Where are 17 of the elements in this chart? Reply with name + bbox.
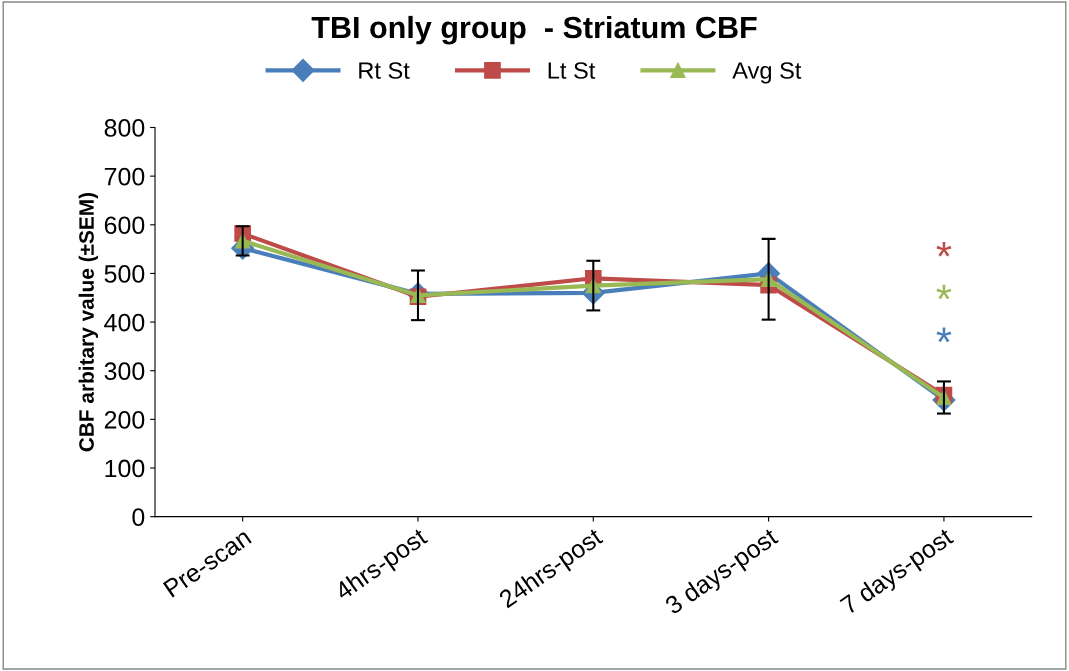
y-tick-label: 400	[104, 313, 145, 332]
y-tick-label: 800	[104, 119, 145, 137]
annotation: *	[936, 241, 952, 257]
chart-title: TBI only group - Striatum CBF	[311, 15, 757, 45]
y-tick-label: 300	[104, 362, 145, 381]
y-axis-title: CBF arbitary value (±SEM)	[78, 192, 99, 452]
legend-label: Avg St	[732, 62, 802, 84]
y-tick-label: 0	[132, 508, 145, 526]
y-tick-label: 500	[104, 265, 145, 283]
legend-label: Lt St	[548, 62, 596, 79]
y-tick-label: 200	[104, 410, 145, 429]
y-tick-label: 100	[105, 459, 145, 478]
annotation: *	[936, 327, 952, 343]
y-tick-label: 600	[104, 216, 145, 235]
legend-label: Rt St	[359, 62, 410, 79]
y-tick-label: 700	[104, 167, 145, 186]
annotation: *	[936, 284, 952, 300]
